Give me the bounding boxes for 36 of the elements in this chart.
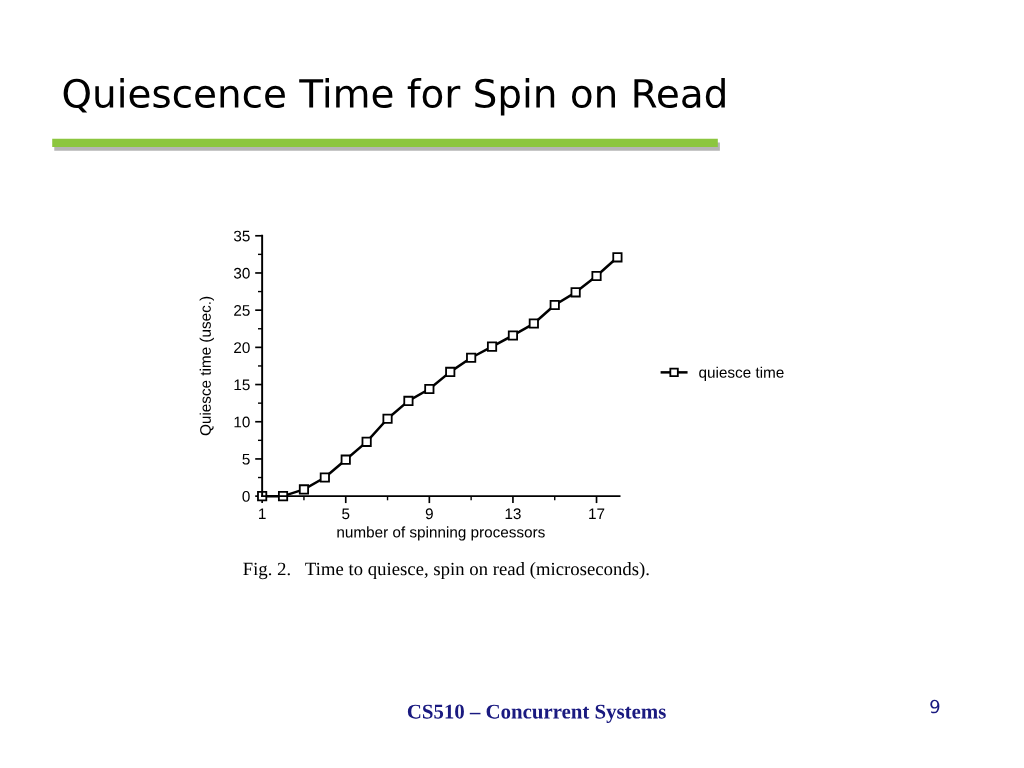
x-tick-label: 17 xyxy=(589,508,605,520)
y-tick-label: 0 xyxy=(242,491,250,502)
point xyxy=(340,454,351,465)
point xyxy=(507,330,519,341)
y-tick-label: 5 xyxy=(242,453,250,465)
chart-title: Quiescence Time for Spin on Read xyxy=(63,77,725,116)
y-axis-title: Quiesce time (usec.) xyxy=(199,296,214,436)
point xyxy=(361,436,372,447)
caption: Fig. 2. Time to quiesce, spin on read (microseconds). xyxy=(243,562,649,580)
text: CS510 – Concurrent Systems xyxy=(407,704,666,723)
y-tick-label: 35 xyxy=(233,230,250,242)
x-tick-label: 5 xyxy=(342,508,350,520)
point xyxy=(382,413,393,424)
point xyxy=(549,299,560,311)
y-tick-label: 30 xyxy=(233,267,250,279)
legend-label: quiesce time xyxy=(699,366,784,381)
point xyxy=(403,395,414,406)
point xyxy=(612,252,623,263)
point xyxy=(570,287,581,298)
point xyxy=(298,484,310,495)
x-axis-title: number of spinning processors xyxy=(337,526,545,541)
point xyxy=(528,318,539,329)
point xyxy=(486,341,498,352)
y-tick-label: 10 xyxy=(234,416,250,428)
x-tick-label: 9 xyxy=(425,508,433,520)
point xyxy=(319,472,330,483)
y-tick-label: 15 xyxy=(234,379,250,391)
point xyxy=(591,270,602,282)
y-tick-label: 20 xyxy=(234,342,250,354)
point xyxy=(445,366,456,377)
point xyxy=(424,383,435,395)
text: 9 xyxy=(930,699,940,714)
point xyxy=(466,352,477,363)
x-tick-label: 13 xyxy=(505,508,521,520)
y-tick-label: 25 xyxy=(234,305,250,316)
x-tick-label: 1 xyxy=(259,508,266,520)
